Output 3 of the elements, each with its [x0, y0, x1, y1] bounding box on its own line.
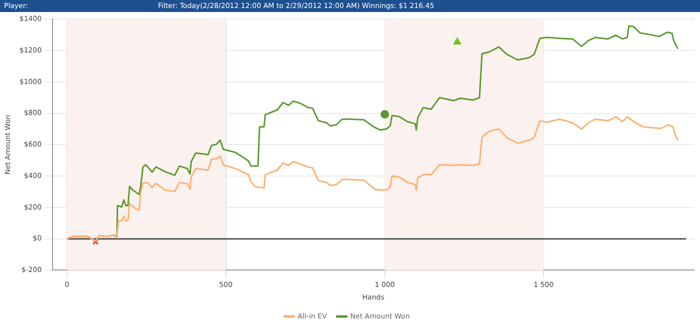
point — [92, 238, 99, 245]
point — [380, 110, 390, 119]
point — [453, 38, 462, 44]
